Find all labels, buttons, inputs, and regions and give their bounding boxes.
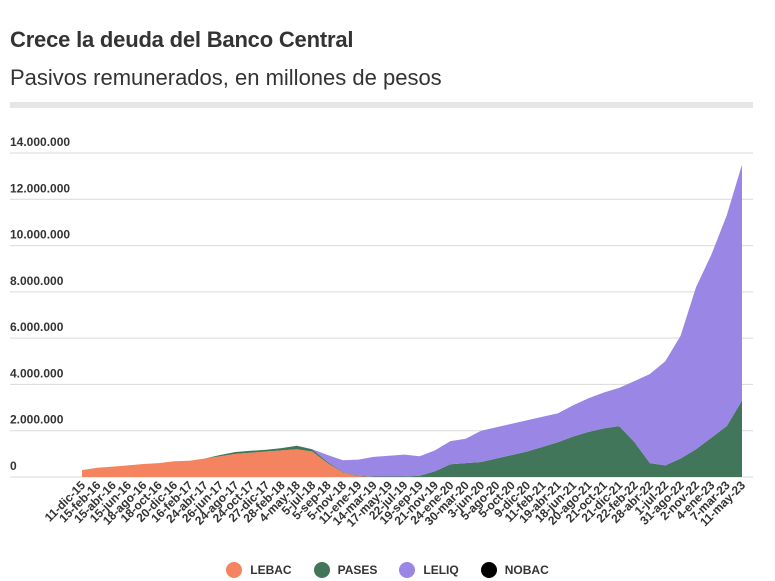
chart-legend: LEBAC PASES LELIQ NOBAC: [0, 562, 775, 578]
y-tick-label: 2.000.000: [10, 413, 64, 427]
y-tick-label: 12.000.000: [10, 181, 70, 195]
legend-item-nobac[interactable]: NOBAC: [480, 562, 549, 578]
y-tick-label: 10.000.000: [10, 228, 70, 242]
legend-label: NOBAC: [504, 563, 549, 577]
y-tick-label: 6.000.000: [10, 320, 64, 334]
y-tick-label: 4.000.000: [10, 366, 64, 380]
legend-item-pases[interactable]: PASES: [313, 562, 378, 578]
area-series-pases: [82, 400, 742, 477]
y-tick-label: 8.000.000: [10, 274, 64, 288]
legend-swatch: [226, 562, 243, 578]
legend-label: LEBAC: [250, 563, 292, 577]
chart-title: Crece la deuda del Banco Central: [10, 27, 354, 52]
chart-subtitle: Pasivos remunerados, en millones de peso…: [10, 65, 442, 90]
area-series-leliq: [82, 164, 742, 477]
legend-label: LELIQ: [423, 563, 459, 577]
legend-swatch: [399, 562, 416, 578]
legend-swatch: [480, 562, 497, 578]
area-chart: 0 2.000.000 4.000.000 6.000.000 8.000.000 10.…: [10, 135, 753, 530]
y-tick-label: 14.000.000: [10, 135, 70, 149]
title-divider: [10, 102, 753, 108]
legend-swatch: [313, 562, 330, 578]
y-tick-label: 0: [10, 459, 17, 473]
legend-label: PASES: [337, 563, 378, 577]
legend-item-lebac[interactable]: LEBAC: [226, 562, 292, 578]
area-series-lebac: [82, 449, 742, 477]
legend-item-leliq[interactable]: LELIQ: [399, 562, 459, 578]
